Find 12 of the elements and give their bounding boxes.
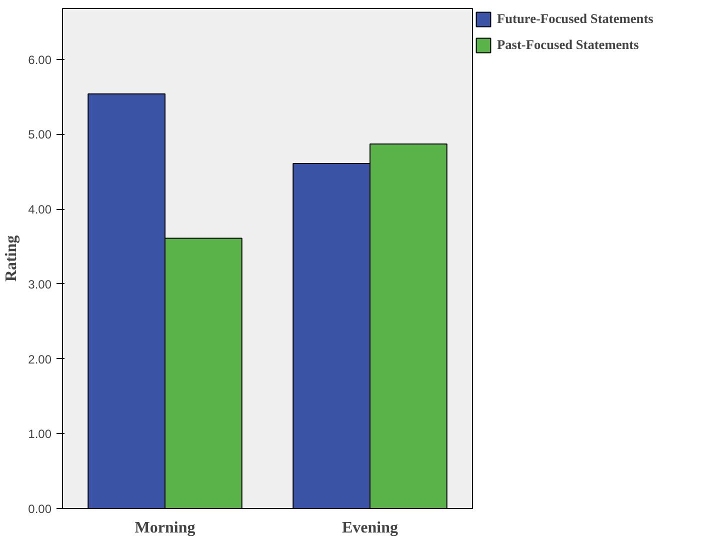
y-tick-label: 4.00 <box>28 202 52 217</box>
y-tick-label: 2.00 <box>28 352 52 366</box>
y-tick-label: 0.00 <box>28 502 52 516</box>
legend-label: Future-Focused Statements <box>497 11 654 27</box>
y-tick-label: 6.00 <box>28 52 52 67</box>
y-axis-title: Rating <box>3 235 20 282</box>
legend-label: Past-Focused Statements <box>497 37 639 53</box>
y-tick-label: 1.00 <box>28 427 52 442</box>
y-tick-label: 3.00 <box>28 277 52 292</box>
x-tick-label: Evening <box>342 520 398 536</box>
y-tick-label: 5.00 <box>28 128 52 142</box>
x-tick-label: Morning <box>134 520 196 536</box>
